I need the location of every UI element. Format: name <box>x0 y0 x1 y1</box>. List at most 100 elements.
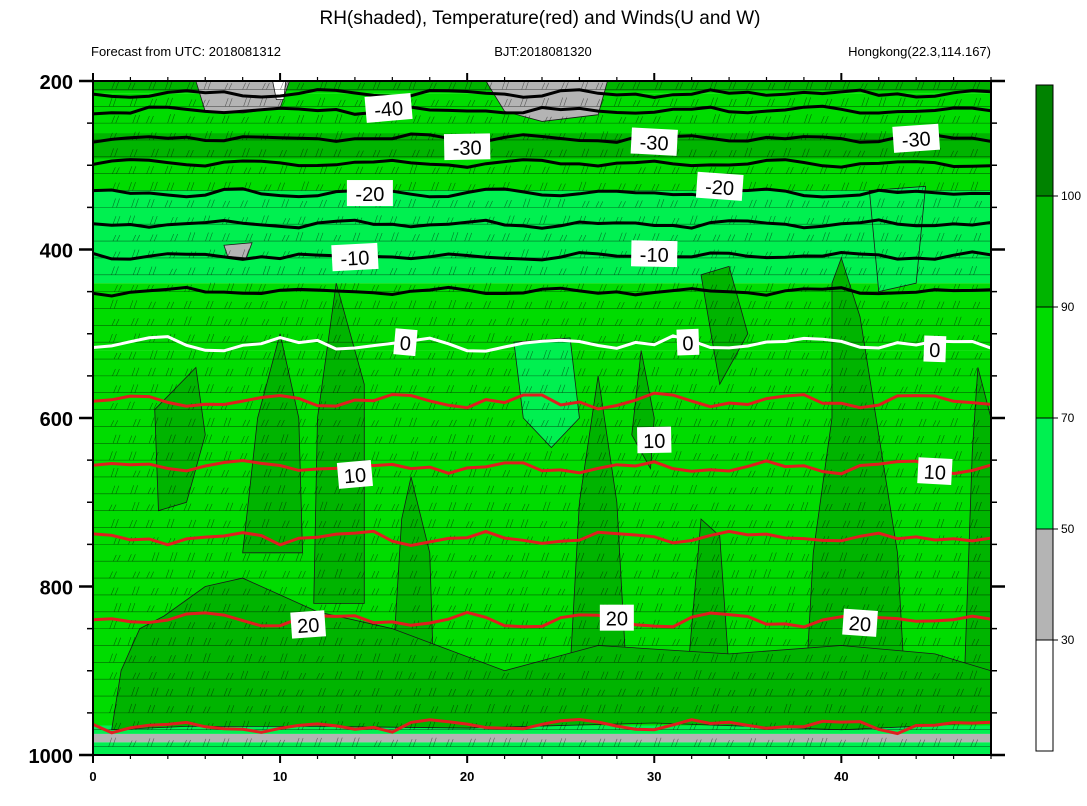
wind-barb-tick <box>242 82 246 90</box>
wind-barb-tick <box>467 99 472 107</box>
wind-barb-tick <box>487 621 492 629</box>
wind-barb-tick <box>211 282 216 292</box>
wind-barb-tick <box>748 386 753 393</box>
wind-barb-tick <box>809 81 814 90</box>
wind-barb-tick <box>953 316 958 326</box>
wind-barb-tick <box>619 570 623 579</box>
wind-barb-tick <box>431 721 436 730</box>
wind-barb-tick <box>353 385 358 393</box>
wind-barb-tick <box>286 570 290 579</box>
isotherm-line <box>93 717 991 736</box>
wind-barb-tick <box>295 552 300 562</box>
wind-barb-tick <box>226 705 231 713</box>
wind-barb-tick <box>639 671 643 680</box>
wind-barb-tick <box>471 99 476 107</box>
wind-barb-tick <box>164 165 169 174</box>
wind-barb-tick <box>397 367 402 376</box>
wind-barb-tick <box>786 503 791 511</box>
wind-barb-tick <box>335 704 339 713</box>
wind-barb-tick <box>544 116 548 124</box>
wind-barb-tick <box>823 737 828 747</box>
wind-barb-tick <box>417 586 421 596</box>
wind-barb-tick <box>711 502 715 511</box>
wind-barb-tick <box>787 385 792 393</box>
wind-barb-tick <box>485 417 489 427</box>
wind-barb-tick <box>613 738 618 747</box>
wind-barb-tick <box>302 587 306 596</box>
wind-barb-tick <box>411 536 416 545</box>
wind-barb-tick <box>487 166 491 174</box>
wind-barb-tick <box>862 285 866 292</box>
wind-barb-tick <box>524 284 528 292</box>
wind-barb-tick <box>109 571 113 579</box>
wind-barb-tick <box>507 215 511 225</box>
wind-barb-tick <box>491 737 495 747</box>
wind-barb-tick <box>361 486 365 494</box>
wind-barb-tick <box>206 671 210 680</box>
wind-barb-tick <box>542 672 546 680</box>
wind-barb-tick <box>263 115 268 124</box>
wind-barb-tick <box>429 570 434 579</box>
wind-barb-tick <box>333 520 338 528</box>
wind-barb-tick <box>678 115 682 124</box>
wind-barb-tick <box>520 519 525 528</box>
wind-barb-tick <box>804 570 808 579</box>
wind-barb-tick <box>936 267 940 275</box>
wind-barb-tick <box>130 284 135 292</box>
wind-barb-tick <box>525 333 530 343</box>
wind-barb-tick <box>604 131 609 141</box>
subtitle-right: Hongkong(22.3,114.167) <box>848 44 991 59</box>
wind-barb-tick <box>841 417 845 427</box>
wind-barb-tick <box>524 519 529 528</box>
wind-barb-tick <box>583 435 588 444</box>
wind-barb-tick <box>247 520 251 528</box>
wind-barb-tick <box>486 453 491 461</box>
wind-barb-tick <box>824 704 829 713</box>
wind-barb-tick <box>542 369 547 377</box>
wind-barb-tick <box>352 317 357 326</box>
wind-barb-tick <box>114 148 118 157</box>
wind-barb-tick <box>115 485 120 494</box>
wind-barb-tick <box>936 217 940 225</box>
wind-barb-tick <box>596 300 601 309</box>
wind-barb-tick <box>132 182 136 191</box>
wind-barb-tick <box>319 114 324 124</box>
wind-barb-tick <box>769 653 774 663</box>
wind-barb-tick <box>897 97 902 107</box>
wind-barb-tick <box>954 451 958 461</box>
wind-barb-tick <box>258 149 263 157</box>
wind-barb-tick <box>450 350 455 360</box>
wind-barb-tick <box>842 502 847 511</box>
wind-barb-tick <box>320 350 325 360</box>
wind-barb-tick <box>974 384 978 393</box>
wind-barb-tick <box>560 301 564 309</box>
wind-barb-tick <box>615 385 619 393</box>
wind-barb-tick <box>615 368 620 376</box>
wind-barb-tick <box>877 284 882 292</box>
wind-barb-tick <box>562 165 566 174</box>
wind-barb-tick <box>265 199 270 208</box>
wind-barb-tick <box>956 300 961 309</box>
wind-barb-tick <box>510 638 515 646</box>
wind-barb-tick <box>451 586 455 596</box>
wind-barb-tick <box>557 384 562 393</box>
wind-barb-tick <box>202 706 207 714</box>
wind-barb-tick <box>109 299 114 309</box>
wind-barb-tick <box>727 504 732 511</box>
wind-barb-tick <box>210 116 214 124</box>
wind-barb-tick <box>540 705 544 713</box>
wind-barb-tick <box>824 721 828 730</box>
wind-barb-tick <box>109 703 113 713</box>
wind-barb-tick <box>639 554 644 562</box>
wind-barb-tick <box>581 655 585 663</box>
wind-barb-tick <box>771 385 776 393</box>
wind-barb-tick <box>473 384 478 393</box>
wind-barb-tick <box>768 603 772 612</box>
wind-barb-tick <box>544 150 548 157</box>
wind-barb-tick <box>371 588 376 596</box>
wind-barb-tick <box>396 653 401 663</box>
wind-barb-tick <box>715 536 719 545</box>
wind-barb-tick <box>169 268 173 275</box>
wind-barb-tick <box>881 82 885 90</box>
wind-barb-tick <box>408 485 412 494</box>
